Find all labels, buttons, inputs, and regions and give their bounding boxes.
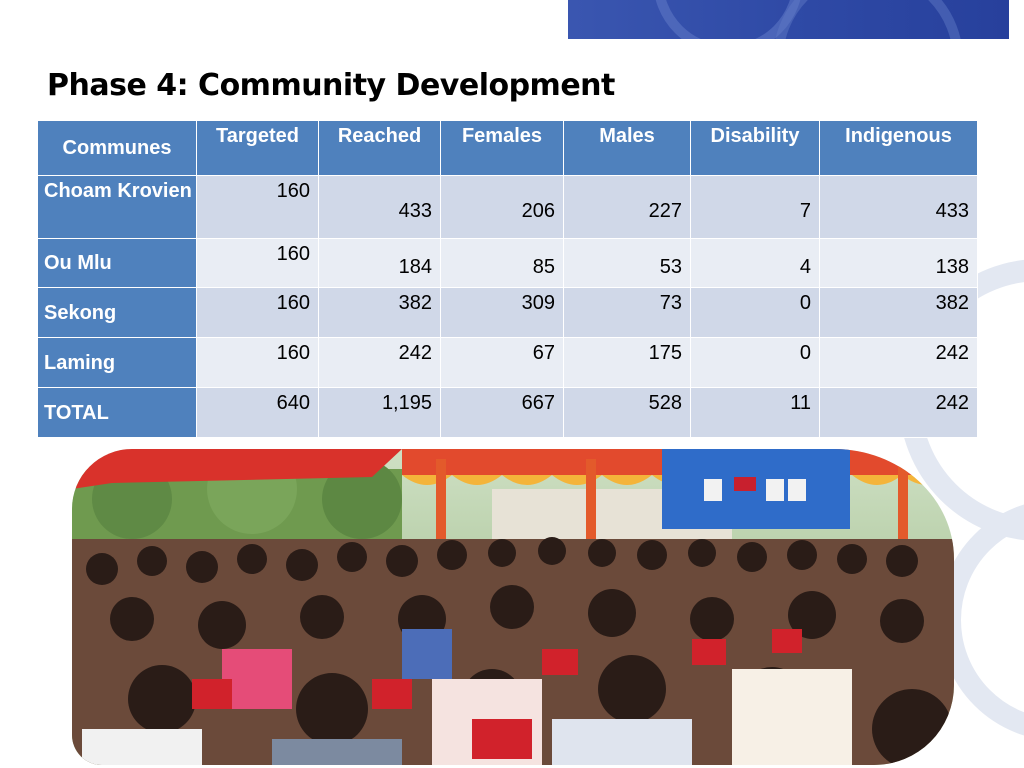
males-cell: 528	[563, 387, 691, 438]
header-targeted: Targeted	[196, 120, 319, 176]
community-meeting-photo	[72, 449, 954, 765]
slide-title: Phase 4: Community Development	[47, 68, 615, 103]
header-females: Females	[440, 120, 564, 176]
females-cell: 85	[440, 238, 564, 288]
reached-cell: 1,195	[318, 387, 441, 438]
targeted-cell: 160	[196, 337, 319, 388]
disability-cell: 4	[690, 238, 820, 288]
communes-table: Communes Targeted Reached Females Males …	[37, 120, 978, 438]
table-row: Choam Krovien 160 433 206 227 7 433	[37, 175, 978, 239]
commune-name: Ou Mlu	[37, 238, 197, 288]
header-disability: Disability	[690, 120, 820, 176]
disability-cell: 7	[690, 175, 820, 239]
targeted-cell: 640	[196, 387, 319, 438]
indigenous-cell: 382	[819, 287, 978, 338]
table-row: Ou Mlu 160 184 85 53 4 138	[37, 238, 978, 288]
females-cell: 309	[440, 287, 564, 338]
targeted-cell: 160	[196, 238, 319, 288]
males-cell: 53	[563, 238, 691, 288]
disability-cell: 11	[690, 387, 820, 438]
females-cell: 67	[440, 337, 564, 388]
males-cell: 175	[563, 337, 691, 388]
top-banner	[568, 0, 1009, 39]
commune-name: Choam Krovien	[37, 175, 197, 239]
commune-name: TOTAL	[37, 387, 197, 438]
males-cell: 73	[563, 287, 691, 338]
header-indigenous: Indigenous	[819, 120, 978, 176]
indigenous-cell: 242	[819, 337, 978, 388]
reached-cell: 184	[318, 238, 441, 288]
header-row: Communes Targeted Reached Females Males …	[37, 120, 978, 176]
meeting-photo-illustration	[72, 449, 954, 765]
banner-pattern	[655, 0, 961, 39]
targeted-cell: 160	[196, 287, 319, 338]
reached-cell: 433	[318, 175, 441, 239]
females-cell: 206	[440, 175, 564, 239]
disability-cell: 0	[690, 337, 820, 388]
header-males: Males	[563, 120, 691, 176]
targeted-cell: 160	[196, 175, 319, 239]
table-row-total: TOTAL 640 1,195 667 528 11 242	[37, 387, 978, 438]
commune-name: Laming	[37, 337, 197, 388]
females-cell: 667	[440, 387, 564, 438]
table-row: Sekong 160 382 309 73 0 382	[37, 287, 978, 338]
reached-cell: 382	[318, 287, 441, 338]
reached-cell: 242	[318, 337, 441, 388]
indigenous-cell: 138	[819, 238, 978, 288]
indigenous-cell: 242	[819, 387, 978, 438]
disability-cell: 0	[690, 287, 820, 338]
header-reached: Reached	[318, 120, 441, 176]
males-cell: 227	[563, 175, 691, 239]
table-row: Laming 160 242 67 175 0 242	[37, 337, 978, 388]
indigenous-cell: 433	[819, 175, 978, 239]
commune-name: Sekong	[37, 287, 197, 338]
header-communes: Communes	[37, 120, 197, 176]
